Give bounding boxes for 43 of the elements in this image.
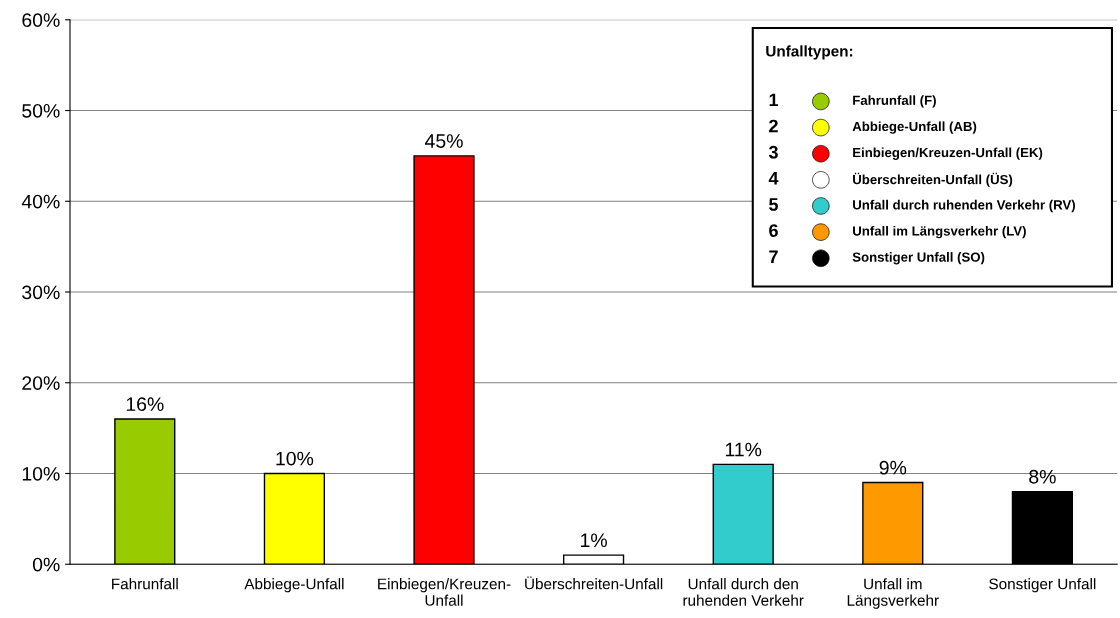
bar: [1011, 490, 1074, 565]
annotation: 5: [769, 198, 779, 211]
annotation: Unfall durch ruhenden Verkehr (RV): [853, 199, 1075, 213]
x-tick-label: Fahrunfall: [112, 578, 178, 590]
bar: [862, 481, 924, 565]
y-tick-label: 40%: [21, 194, 60, 209]
data-label: 8%: [1029, 469, 1056, 484]
x-tick-label: Sonstiger Unfall: [989, 578, 1096, 593]
bar: [114, 418, 176, 565]
x-tick-label: Unfall durch den ruhenden Verkehr: [683, 578, 804, 606]
data-label: 45%: [424, 134, 463, 148]
annotation: Sonstiger Unfall (SO): [852, 252, 985, 265]
annotation: Abbiege-Unfall (AB): [852, 121, 977, 134]
data-label: 10%: [276, 451, 314, 466]
data-label: 16%: [126, 397, 164, 412]
y-tick-label: 10%: [22, 466, 60, 481]
data-label: 9%: [879, 460, 907, 475]
y-tick-label: 20%: [22, 376, 60, 390]
x-tick-label: Unfall im Längsverkehr: [847, 578, 939, 609]
y-tick-label: 50%: [22, 103, 60, 118]
bar: [562, 554, 625, 565]
annotation: 6: [769, 224, 778, 237]
bar: [263, 472, 326, 565]
x-tick-label: Einbiegen/Kreuzen-Unfall: [378, 578, 511, 606]
x-tick-label: Überschreiten-Unfall: [525, 576, 663, 590]
annotation: Einbiegen/Kreuzen-Unfall (EK): [853, 147, 1043, 160]
bar: [413, 155, 475, 565]
annotation: 2: [769, 119, 778, 133]
annotation: Überschreiten-Unfall (ÜS): [853, 172, 1013, 187]
annotation: 7: [769, 250, 778, 263]
data-label: 1%: [581, 533, 607, 548]
annotation: Unfall im Längsverkehr (LV): [853, 225, 1026, 239]
annotation: Unfalltypen:: [766, 45, 853, 60]
annotation: 3: [768, 145, 778, 159]
y-tick-label: 30%: [22, 285, 60, 300]
data-label: 11%: [725, 442, 762, 457]
x-tick-label: Abbiege-Unfall: [244, 578, 344, 593]
y-tick-label: 0%: [32, 557, 60, 572]
y-tick-label: 60%: [22, 13, 60, 28]
annotation: Fahrunfall (F): [853, 95, 936, 108]
annotation: 1: [769, 93, 779, 107]
bar: [712, 463, 774, 565]
annotation: 4: [768, 172, 779, 185]
